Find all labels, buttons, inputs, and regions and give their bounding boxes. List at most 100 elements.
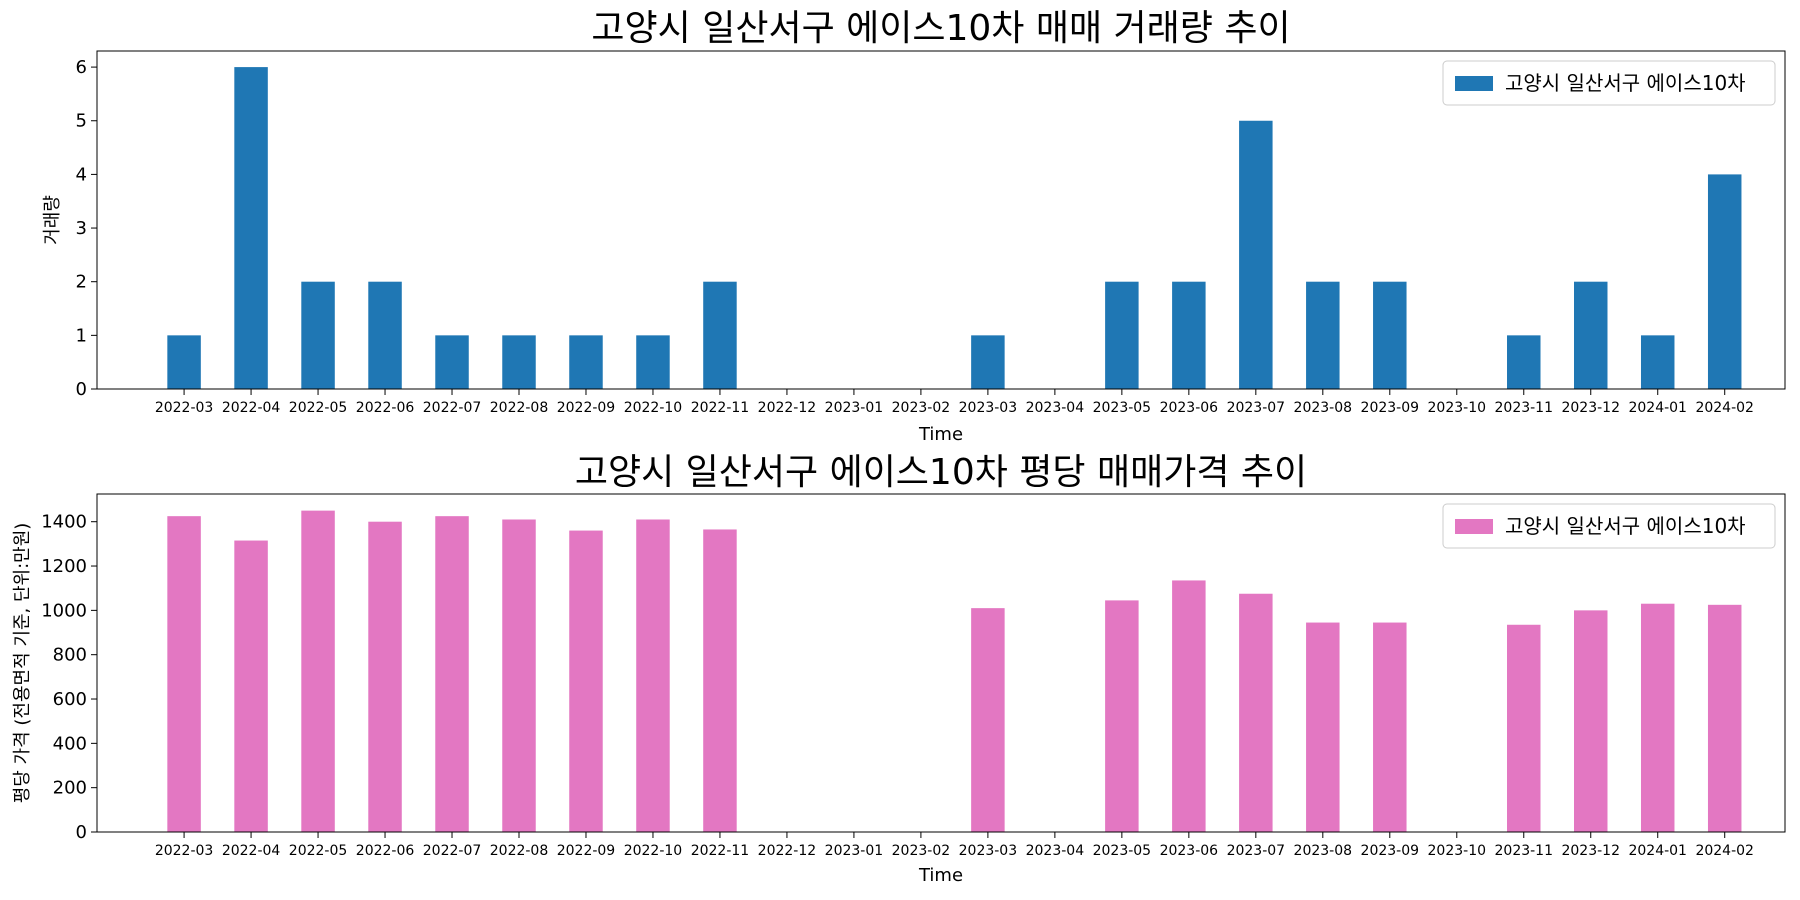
y-tick-label: 1400 — [41, 512, 87, 533]
x-tick-label: 2022-08 — [490, 400, 549, 416]
bar-2022-08 — [502, 335, 536, 389]
bar-2024-02 — [1707, 604, 1742, 832]
bar-2022-09 — [569, 335, 603, 389]
bar-2023-09 — [1373, 622, 1407, 832]
legend-label: 고양시 일산서구 에이스10차 — [1505, 514, 1746, 538]
x-tick-label: 2024-01 — [1628, 843, 1687, 859]
x-tick-label: 2023-06 — [1160, 843, 1219, 859]
legend: 고양시 일산서구 에이스10차 — [1442, 503, 1776, 549]
x-tick-label: 2022-07 — [423, 843, 482, 859]
y-tick-label: 0 — [76, 379, 87, 400]
y-axis-label: 거래량 — [42, 195, 63, 245]
x-axis-label: Time — [918, 424, 963, 445]
x-tick-label: 2022-05 — [289, 843, 348, 859]
plot-frame — [96, 50, 1786, 390]
legend: 고양시 일산서구 에이스10차 — [1442, 60, 1776, 106]
y-tick-label: 1 — [76, 325, 87, 346]
x-tick-label: 2023-06 — [1160, 400, 1219, 416]
y-tick-label: 3 — [76, 218, 87, 239]
y-tick-label: 2 — [76, 272, 87, 293]
bar-2022-05 — [301, 281, 335, 389]
legend-box — [1442, 503, 1776, 549]
bar-2023-05 — [1105, 600, 1139, 832]
x-tick-label: 2022-10 — [624, 843, 683, 859]
chart-title: 고양시 일산서구 에이스10차 매매 거래량 추이 — [591, 8, 1290, 49]
bar-2022-11 — [703, 281, 737, 389]
x-tick-label: 2022-06 — [356, 843, 415, 859]
bar-2023-07 — [1239, 120, 1273, 389]
bar-2022-10 — [636, 519, 670, 832]
x-tick-label: 2022-09 — [557, 843, 616, 859]
x-tick-label: 2023-03 — [959, 843, 1018, 859]
bar-2023-06 — [1172, 580, 1206, 832]
x-tick-label: 2024-01 — [1628, 400, 1687, 416]
bar-2023-09 — [1373, 281, 1407, 389]
x-tick-label: 2023-02 — [892, 843, 951, 859]
bar-2023-11 — [1507, 335, 1541, 389]
legend-swatch — [1455, 519, 1493, 534]
x-tick-label: 2023-08 — [1294, 843, 1353, 859]
bar-2022-06 — [368, 281, 402, 389]
bar-2022-04 — [234, 67, 268, 389]
x-tick-label: 2022-04 — [222, 843, 281, 859]
chart-1: 고양시 일산서구 에이스10차 매매 거래량 추이 0 1 2 3 4 5 6 2022-03 2… — [42, 8, 1786, 445]
legend-box — [1442, 60, 1776, 106]
chart-title: 고양시 일산서구 에이스10차 평당 매매가격 추이 — [575, 452, 1307, 493]
x-tick-label: 2023-01 — [825, 843, 884, 859]
x-tick-label: 2023-07 — [1227, 400, 1286, 416]
bar-2022-09 — [569, 530, 603, 832]
x-tick-label: 2023-10 — [1428, 843, 1487, 859]
x-tick-label: 2023-04 — [1026, 843, 1085, 859]
x-tick-label: 2023-05 — [1093, 843, 1152, 859]
bar-2022-06 — [368, 521, 402, 832]
x-tick-label: 2022-03 — [155, 400, 214, 416]
y-tick-label: 200 — [53, 778, 87, 799]
x-tick-label: 2022-12 — [758, 400, 817, 416]
y-tick-label: 4 — [76, 164, 87, 185]
x-tick-label: 2022-11 — [691, 843, 750, 859]
bar-2023-12 — [1574, 610, 1608, 832]
x-tick-label: 2022-11 — [691, 400, 750, 416]
y-tick-label: 5 — [76, 111, 87, 132]
bar-2022-07 — [435, 335, 469, 389]
legend-swatch — [1455, 76, 1493, 91]
x-tick-label: 2022-03 — [155, 843, 214, 859]
x-tick-label: 2023-04 — [1026, 400, 1085, 416]
bar-2023-08 — [1306, 622, 1340, 832]
x-tick-label: 2023-11 — [1495, 400, 1554, 416]
x-tick-label: 2023-10 — [1428, 400, 1487, 416]
bar-2022-04 — [234, 540, 268, 832]
bar-2023-05 — [1105, 281, 1139, 389]
x-tick-label: 2022-07 — [423, 400, 482, 416]
bar-2022-11 — [703, 529, 737, 832]
x-tick-label: 2024-02 — [1695, 843, 1754, 859]
x-tick-label: 2023-12 — [1561, 843, 1620, 859]
x-tick-label: 2022-10 — [624, 400, 683, 416]
bar-2024-01 — [1640, 335, 1675, 389]
x-tick-label: 2023-11 — [1495, 843, 1554, 859]
y-tick-label: 1000 — [41, 600, 87, 621]
x-tick-label: 2022-08 — [490, 843, 549, 859]
bar-2022-08 — [502, 519, 536, 832]
x-tick-label: 2022-09 — [557, 400, 616, 416]
y-tick-label: 0 — [76, 822, 87, 843]
bar-2023-11 — [1507, 624, 1541, 832]
y-axis-label: 평당 가격 (전용면적 기준, 단위:만원) — [12, 523, 33, 804]
chart-2: 고양시 일산서구 에이스10차 평당 매매가격 추이 0 200 400 600 800 1… — [12, 452, 1786, 886]
bar-2023-08 — [1306, 281, 1340, 389]
y-tick-label: 6 — [76, 57, 87, 78]
x-tick-label: 2023-02 — [892, 400, 951, 416]
y-tick-label: 400 — [53, 733, 87, 754]
x-tick-label: 2022-04 — [222, 400, 281, 416]
x-tick-label: 2023-08 — [1294, 400, 1353, 416]
bar-2023-07 — [1239, 593, 1273, 832]
x-tick-label: 2023-07 — [1227, 843, 1286, 859]
bar-2022-10 — [636, 335, 670, 389]
bar-2023-12 — [1574, 281, 1608, 389]
x-tick-label: 2023-05 — [1093, 400, 1152, 416]
x-tick-label: 2023-01 — [825, 400, 884, 416]
x-tick-label: 2023-09 — [1361, 400, 1420, 416]
bar-2023-03 — [971, 335, 1005, 389]
y-tick-label: 1200 — [41, 556, 87, 577]
x-tick-label: 2023-12 — [1561, 400, 1620, 416]
